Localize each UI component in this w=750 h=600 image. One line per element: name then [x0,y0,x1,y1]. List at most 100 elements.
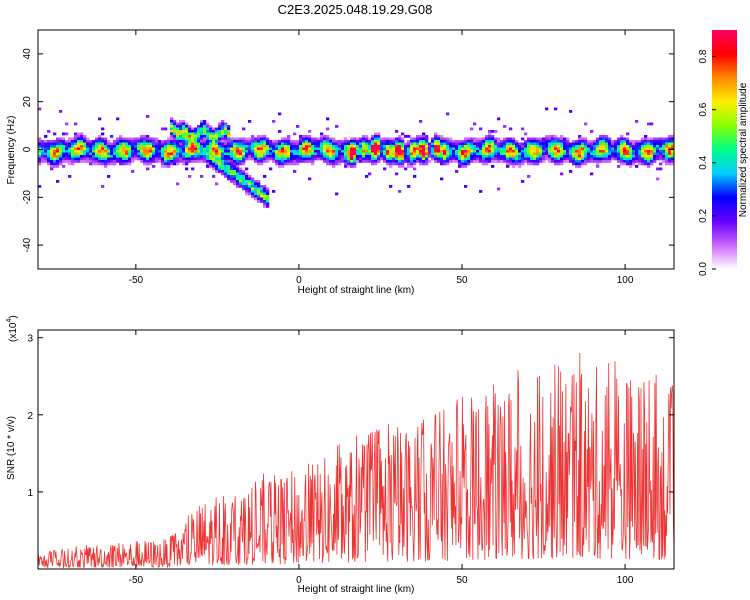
heat-cell [113,142,117,146]
heat-cell [218,130,222,133]
heat-cell [395,152,399,156]
heat-cell [38,185,42,188]
heat-cell [326,160,330,163]
heat-cell [413,167,417,171]
heat-cell [227,157,231,161]
heat-cell [455,160,459,163]
heat-cell [281,137,285,141]
heat-cell [260,135,264,138]
heat-cell [146,142,150,146]
heat-cell [632,157,636,161]
x-tick-label: 0 [296,275,302,286]
heat-cell [293,147,297,151]
heat-cell [140,140,144,143]
heat-cell [578,160,582,163]
heat-cell [518,165,522,168]
heat-cell [200,132,204,136]
heat-cell [542,137,546,141]
heat-cell [176,152,180,156]
heat-cell [608,145,612,148]
heat-cell [383,157,387,161]
heat-cell [311,157,315,161]
heat-cell [509,140,513,143]
heat-cell [563,160,567,163]
heat-cell [650,142,654,146]
heat-cell [218,160,222,163]
heat-cell [548,160,552,163]
heat-cell [236,140,240,143]
heat-cell [350,140,354,143]
heat-cell [446,160,450,163]
heat-cell [212,130,216,133]
heat-cell [305,152,309,156]
heat-cell [47,157,51,161]
heat-cell [254,155,258,158]
heat-cell [356,145,360,148]
heat-cell [128,142,132,146]
heat-cell [359,147,363,151]
heat-cell [98,152,102,156]
heat-cell [284,150,288,153]
heat-cell [122,162,126,166]
heat-cell [206,162,210,166]
heat-cell [227,140,231,143]
heat-cell [137,150,141,153]
heat-cell [110,147,114,151]
heat-cell [44,160,48,163]
heat-cell [410,165,414,168]
heat-cell [38,157,42,161]
heat-cell [512,137,516,141]
heat-cell [554,147,558,151]
heat-cell [251,137,255,141]
heat-cell [203,137,207,141]
heat-cell [230,145,234,148]
heat-cell [209,137,213,141]
heat-cell [407,145,411,148]
heat-cell [278,140,282,143]
heat-cell [458,140,462,143]
heat-cell [635,165,639,168]
heat-cell [389,165,393,168]
heat-cell [125,142,129,146]
heat-cell [179,125,183,128]
heat-cell [242,175,246,178]
heat-cell [554,162,558,166]
heat-cell [197,147,201,151]
heat-cell [485,157,489,161]
heat-cell [176,160,180,163]
heat-cell [401,160,405,163]
heat-cell [614,157,618,161]
heat-cell [497,155,501,158]
heat-cell [95,152,99,156]
heat-cell [305,147,309,151]
heat-cell [239,157,243,161]
heat-cell [623,162,627,166]
heat-cell [125,160,129,163]
heat-cell [131,137,135,141]
heat-cell [497,157,501,161]
heat-cell [155,145,159,148]
heat-cell [248,137,252,141]
heat-cell [200,145,204,148]
heat-cell [191,157,195,161]
heat-cell [206,147,210,151]
heat-cell [242,160,246,163]
heat-cell [560,140,564,143]
heat-cell [224,142,228,146]
heat-cell [653,145,657,148]
heat-cell [509,150,513,153]
heat-cell [491,150,495,153]
heat-cell [317,140,321,143]
heat-cell [104,137,108,141]
heat-cell [140,145,144,148]
heat-cell [605,152,609,156]
heat-cell [77,155,81,158]
heat-cell [56,142,60,146]
heat-cell [371,145,375,148]
heat-cell [398,140,402,143]
heat-cell [566,152,570,156]
heat-cell [290,160,294,163]
heat-cell [527,145,531,148]
heat-cell [74,150,78,153]
heat-cell [497,152,501,156]
